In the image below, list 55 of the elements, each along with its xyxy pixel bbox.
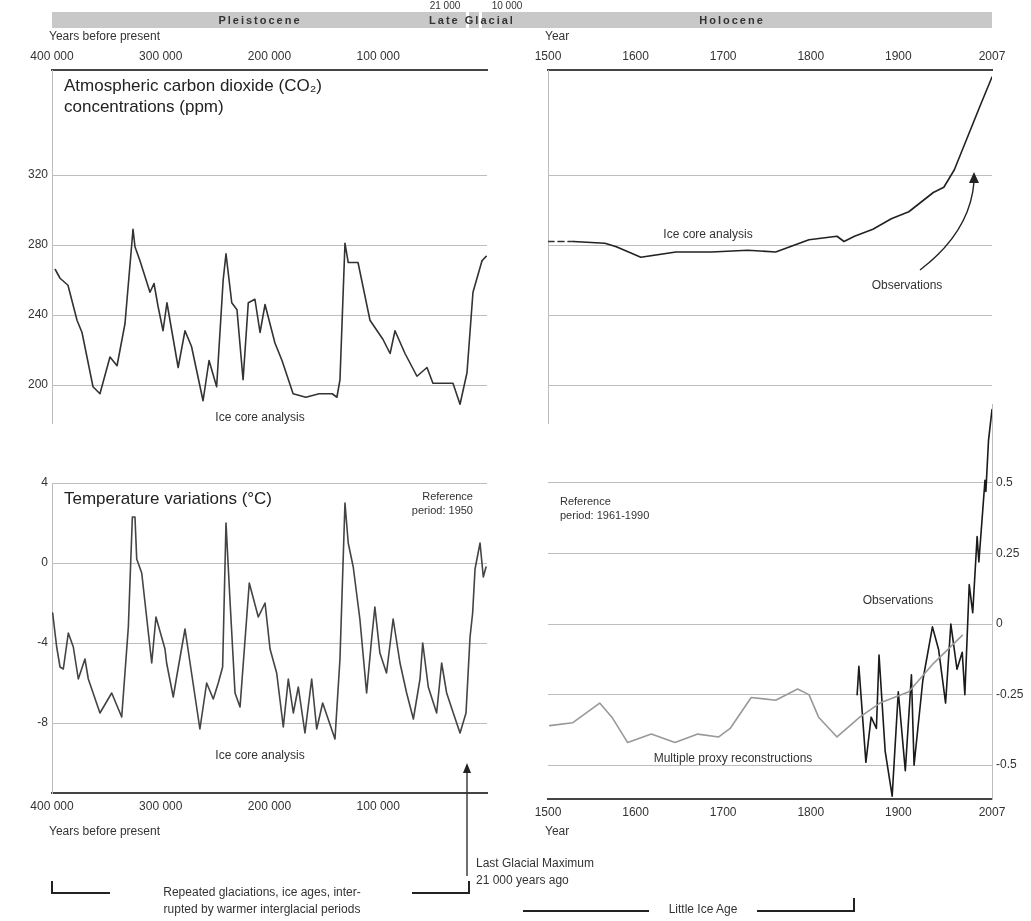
x-tick-label: 1500 xyxy=(534,804,562,819)
y2-tick-label: 0 xyxy=(996,616,1003,631)
x-tick-label: 300 000 xyxy=(139,49,183,64)
y-tick-label: 200 xyxy=(27,377,49,392)
x-tick-label: 200 000 xyxy=(247,49,292,64)
x-tick-label: 1900 xyxy=(884,804,912,819)
x-tick-label: 2007 xyxy=(978,804,1006,819)
x-tick-label: 1800 xyxy=(797,49,825,64)
x-axis-title: Years before present xyxy=(49,29,161,44)
x-tick-label: 1700 xyxy=(709,804,737,819)
x-tick-label: 100 000 xyxy=(356,49,401,64)
text: Holocene xyxy=(699,13,765,27)
y-tick-label: 320 xyxy=(27,167,49,182)
annotation: Ice core analysis xyxy=(663,226,753,243)
text: Last Glacial Maximum 21 000 years ago xyxy=(476,855,595,889)
y2-tick-label: 0.5 xyxy=(996,475,1014,490)
annotation: Ice core analysis xyxy=(215,409,305,426)
annotation: Observations xyxy=(871,277,943,294)
text: Pleistocene xyxy=(218,13,302,27)
x-tick-label: 1600 xyxy=(622,804,650,819)
y-tick-label: -8 xyxy=(37,715,49,730)
x-tick-label: 1900 xyxy=(884,49,912,64)
x-tick-label: 300 000 xyxy=(139,798,183,813)
text: Little Ice Age xyxy=(668,901,738,918)
annotation: Ice core analysis xyxy=(215,747,305,764)
annotation: Observations xyxy=(862,592,934,609)
y-tick-label: 240 xyxy=(27,307,49,322)
x-tick-label: 1700 xyxy=(709,49,737,64)
x-tick-label: 1600 xyxy=(622,49,650,64)
y-tick-label: 4 xyxy=(41,475,49,490)
x-axis-title: Year xyxy=(545,29,570,44)
x-tick-label: 200 000 xyxy=(247,798,292,813)
text: Atmospheric carbon dioxide (CO₂) concentrations (ppm) xyxy=(64,76,322,117)
text: Late Glacial xyxy=(429,13,515,27)
text: 21 000 xyxy=(429,0,461,11)
annotation: Reference period: 1950 xyxy=(411,489,473,517)
x-axis-title: Years before present xyxy=(49,824,161,839)
chart-title: Temperature variations (°C) xyxy=(64,489,273,509)
y-tick-label: 280 xyxy=(27,237,49,252)
y2-tick-label: -0.25 xyxy=(996,686,1024,701)
x-tick-label: 1800 xyxy=(797,804,825,819)
x-tick-label: 400 000 xyxy=(30,798,75,813)
x-tick-label: 1500 xyxy=(534,49,562,64)
text: Repeated glaciations, ice ages, inter- rupted by warmer interglacial periods xyxy=(163,884,361,918)
x-tick-label: 400 000 xyxy=(30,49,75,64)
y2-tick-label: 0.25 xyxy=(996,545,1020,560)
y-tick-label: -4 xyxy=(37,635,49,650)
text: 10 000 xyxy=(491,0,523,11)
annotation: Reference period: 1961-1990 xyxy=(560,494,650,522)
y2-tick-label: -0.5 xyxy=(996,757,1017,772)
annotation: Multiple proxy reconstructions xyxy=(653,750,813,767)
x-tick-label: 100 000 xyxy=(356,798,401,813)
y-tick-label: 0 xyxy=(41,555,49,570)
x-axis-title: Year xyxy=(545,824,570,839)
x-tick-label: 2007 xyxy=(978,49,1006,64)
